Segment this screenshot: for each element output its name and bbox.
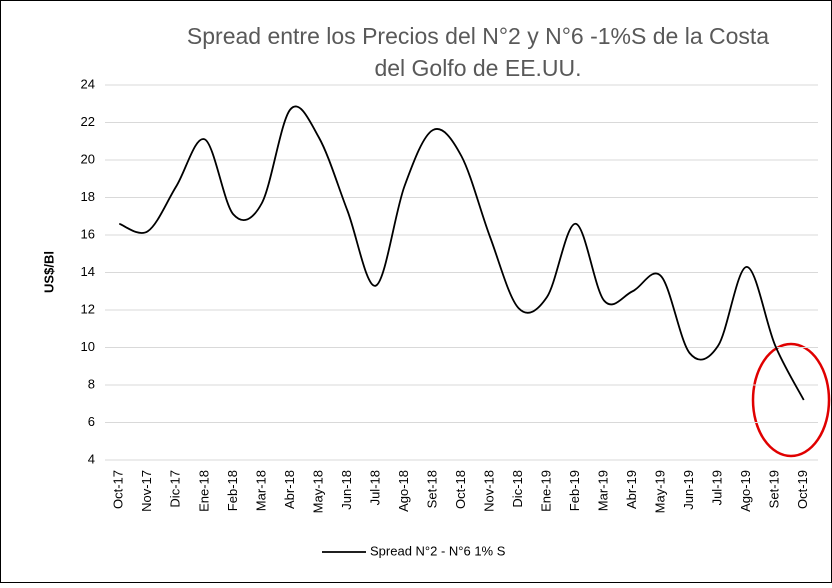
chart-title: del Golfo de EE.UU. <box>374 55 581 81</box>
x-tick-label: Abr-19 <box>624 470 639 509</box>
x-tick-label: Feb-19 <box>567 470 582 511</box>
y-tick-label: 12 <box>81 301 95 316</box>
y-tick-label: 16 <box>81 226 95 241</box>
y-tick-label: 24 <box>81 76 95 91</box>
x-tick-label: Oct-18 <box>453 470 468 509</box>
y-tick-label: 22 <box>81 114 95 129</box>
x-tick-label: May-19 <box>653 470 668 513</box>
x-tick-label: Jun-18 <box>339 470 354 510</box>
y-tick-label: 18 <box>81 189 95 204</box>
y-tick-label: 14 <box>81 264 95 279</box>
x-tick-label: Nov-18 <box>481 470 496 512</box>
x-tick-label: Ene-19 <box>538 470 553 512</box>
x-tick-label: Mar-19 <box>596 470 611 511</box>
chart-title: Spread entre los Precios del N°2 y N°6 -… <box>187 23 769 49</box>
x-tick-label: Abr-18 <box>282 470 297 509</box>
x-tick-label: Set-19 <box>767 470 782 508</box>
x-tick-label: Jul-19 <box>710 470 725 505</box>
x-tick-label: Mar-18 <box>253 470 268 511</box>
highlight-circle <box>751 342 831 458</box>
x-tick-label: Oct-19 <box>795 470 810 509</box>
x-tick-label: Oct-17 <box>111 470 126 509</box>
x-tick-label: Ago-19 <box>738 470 753 512</box>
x-tick-label: Dic-18 <box>510 470 525 508</box>
x-tick-label: Set-18 <box>424 470 439 508</box>
x-tick-label: Dic-17 <box>168 470 183 508</box>
legend-label: Spread N°2 - N°6 1% S <box>370 543 506 558</box>
x-tick-label: Nov-17 <box>139 470 154 512</box>
y-tick-label: 8 <box>88 376 95 391</box>
series-line <box>118 105 805 401</box>
y-tick-label: 6 <box>88 414 95 429</box>
x-tick-label: Jul-18 <box>367 470 382 505</box>
x-tick-label: Jun-19 <box>681 470 696 510</box>
y-tick-label: 10 <box>81 339 95 354</box>
x-tick-label: Ene-18 <box>196 470 211 512</box>
x-tick-label: Feb-18 <box>225 470 240 511</box>
y-tick-label: 4 <box>88 451 95 466</box>
x-tick-label: May-18 <box>310 470 325 513</box>
y-tick-label: 20 <box>81 151 95 166</box>
y-axis-label: US$/Bl <box>41 251 56 293</box>
x-tick-label: Ago-18 <box>396 470 411 512</box>
